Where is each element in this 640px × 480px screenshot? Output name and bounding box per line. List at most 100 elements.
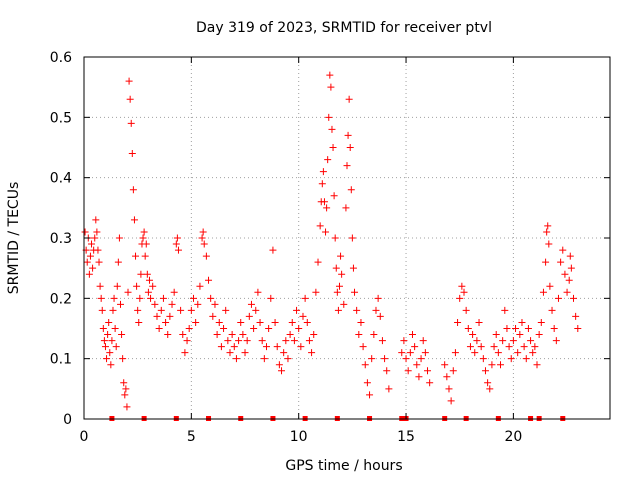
data-point (239, 331, 247, 339)
data-point (473, 337, 481, 345)
data-point (196, 282, 204, 290)
data-point (533, 361, 541, 369)
data-point (402, 355, 410, 363)
data-point (112, 343, 120, 351)
data-point (329, 144, 337, 151)
data-point (147, 294, 155, 302)
data-point (426, 379, 434, 387)
data-point (143, 270, 151, 278)
data-point (278, 367, 286, 375)
data-point (477, 343, 485, 351)
data-point (252, 306, 260, 314)
x-axis-label: GPS time / hours (285, 458, 402, 474)
data-point (411, 343, 419, 351)
data-point (232, 355, 240, 363)
data-point (174, 246, 182, 254)
data-point (376, 312, 384, 320)
data-point (512, 325, 520, 332)
y-tick-label: 0.4 (50, 171, 72, 187)
data-point (128, 150, 136, 158)
data-point (334, 306, 342, 314)
data-point (183, 337, 191, 345)
data-point (293, 306, 301, 314)
data-point (529, 349, 537, 357)
data-point (351, 288, 359, 296)
data-point (155, 325, 163, 332)
data-point (250, 325, 258, 332)
data-point (503, 325, 511, 332)
data-point (260, 355, 268, 363)
chart-title: Day 319 of 2023, SRMTID for receiver ptv… (196, 20, 492, 36)
data-point (301, 294, 309, 302)
y-axis-label: SRMTID / TECUs (6, 182, 22, 295)
data-point (385, 385, 393, 393)
data-point (194, 300, 202, 308)
data-point (286, 331, 294, 339)
data-point (481, 367, 489, 375)
data-point (140, 228, 148, 236)
data-point (357, 318, 365, 326)
data-point (319, 168, 327, 176)
data-point (484, 379, 492, 387)
data-point (337, 252, 345, 260)
data-point (107, 361, 115, 369)
data-point (85, 270, 93, 278)
y-tick-label: 0.6 (50, 50, 72, 66)
y-tick-label: 0.2 (50, 291, 72, 307)
data-point (572, 312, 580, 320)
data-point (518, 318, 526, 326)
data-point (494, 349, 502, 357)
data-point (552, 337, 560, 345)
y-tick-label: 0.5 (50, 110, 72, 126)
data-point (299, 312, 307, 320)
data-point (168, 300, 176, 308)
data-point (136, 294, 144, 302)
data-point (567, 264, 575, 272)
data-point (125, 77, 133, 85)
data-point (106, 349, 114, 357)
x-tick-label: 5 (187, 429, 196, 445)
data-point (224, 337, 232, 345)
data-point (378, 337, 386, 345)
data-point (492, 331, 500, 339)
data-point (464, 325, 472, 332)
data-point (164, 331, 172, 339)
data-point (172, 240, 180, 248)
data-point (343, 162, 351, 170)
data-point (124, 288, 132, 296)
data-point (346, 144, 354, 151)
data-point (466, 343, 474, 351)
data-point (262, 343, 270, 351)
data-point (189, 294, 197, 302)
data-point (419, 337, 427, 345)
data-point (111, 325, 119, 332)
data-point (94, 246, 102, 254)
data-point (202, 252, 210, 260)
data-point (318, 180, 326, 188)
data-point (333, 288, 341, 296)
data-point (185, 325, 193, 332)
data-point (469, 331, 477, 339)
data-point (100, 337, 108, 345)
data-point (181, 349, 189, 357)
data-point (119, 355, 127, 363)
data-point (559, 246, 567, 254)
data-point (338, 270, 346, 278)
data-point (110, 294, 118, 302)
data-point (449, 367, 457, 375)
data-point (280, 349, 288, 357)
data-point (320, 198, 328, 206)
data-point (226, 349, 234, 357)
data-point (116, 300, 124, 308)
data-point (479, 355, 487, 363)
data-point (400, 337, 408, 345)
data-point (130, 216, 138, 224)
data-point (92, 216, 100, 224)
data-point (565, 276, 573, 284)
data-point (314, 258, 322, 266)
data-point (126, 95, 134, 103)
data-point (322, 228, 330, 236)
data-point (120, 379, 128, 387)
data-point (199, 228, 207, 236)
data-point (121, 391, 129, 399)
